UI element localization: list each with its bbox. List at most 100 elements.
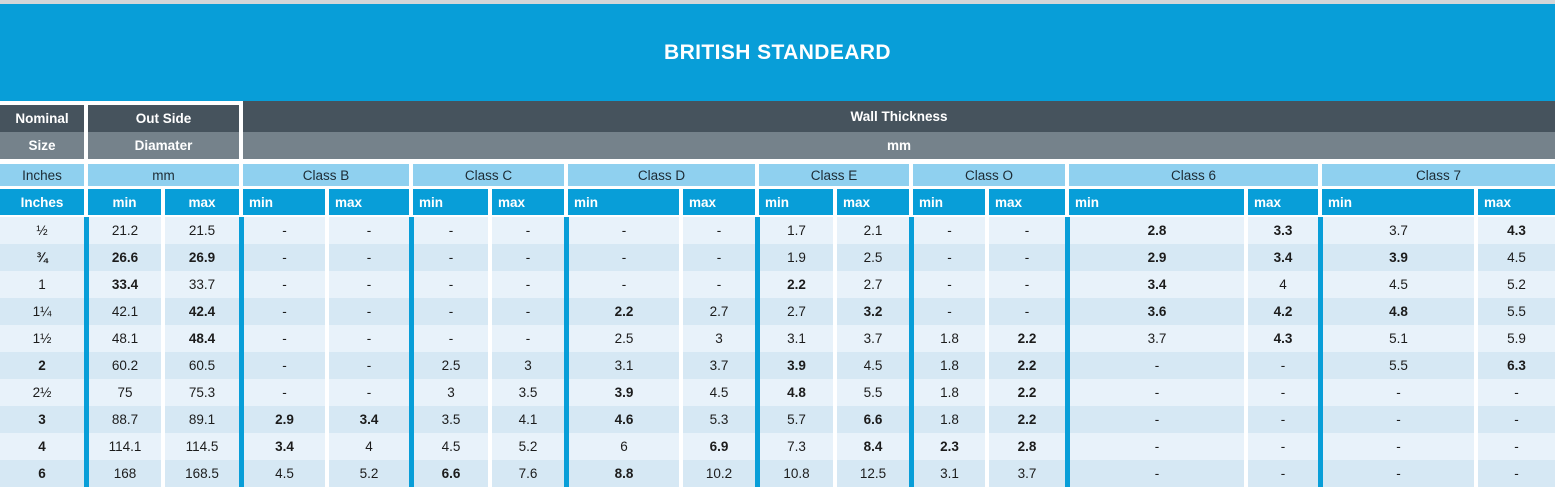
table-cell: 21.5 [161,217,239,244]
table-cell: 7.6 [488,460,564,487]
header-nominal: Nominal [0,101,84,132]
table-cell: 3.1 [909,460,985,487]
table-cell: - [985,244,1065,271]
header-max-label: max [679,189,755,215]
header-group-row-2: Size Diamater mm [0,132,1555,159]
table-cell: - [1244,352,1318,379]
table-cell: - [564,244,679,271]
table-cell: - [1474,379,1555,406]
table-cell: 3 [409,379,488,406]
row-size-cell: ¾ [0,244,84,271]
row-size-cell: ½ [0,217,84,244]
table-cell: - [679,217,755,244]
table-cell: - [985,298,1065,325]
table-cell: - [1244,460,1318,487]
table-cell: 26.9 [161,244,239,271]
table-cell: - [488,217,564,244]
row-size-cell: 6 [0,460,84,487]
table-cell: 60.2 [84,352,161,379]
table-cell: 6 [564,433,679,460]
table-cell: 48.4 [161,325,239,352]
header-max-label: max [161,189,239,215]
header-min-label: min [1065,189,1244,215]
table-cell: 2.9 [1065,244,1244,271]
table-row: ½ 21.2 21.5- - - - - -1.7 2.1- -2.8 3.3 3.7 4.3 [0,217,1555,244]
table-cell: 3.2 [833,298,909,325]
table-row: 1¼ 42.1 42.4- - - -2.2 2.7 2.7 3.2- -3.6 4.2 4.8 5.5 [0,298,1555,325]
table-cell: 89.1 [161,406,239,433]
table-cell: 1.8 [909,406,985,433]
table-cell: - [1244,379,1318,406]
table-cell: 2.2 [985,379,1065,406]
top-strip [0,0,1555,4]
title-bar: BRITISH STANDEARD [0,4,1555,101]
table-cell: - [1318,379,1474,406]
table-cell: 4.1 [488,406,564,433]
table-cell: 4.5 [833,352,909,379]
table-cell: 33.4 [84,271,161,298]
table-cell: 6.3 [1474,352,1555,379]
table-cell: - [564,271,679,298]
table-cell: - [239,217,325,244]
header-class-d: Class D [564,164,755,186]
table-cell: 1.8 [909,352,985,379]
table-cell: 168.5 [161,460,239,487]
table-cell: 12.5 [833,460,909,487]
table-cell: 5.2 [1474,271,1555,298]
table-cell: 2.2 [755,271,833,298]
table-cell: 5.9 [1474,325,1555,352]
header-inches-unit: Inches [0,164,84,186]
table-row: 2 60.2 60.5- -2.5 3 3.1 3.7 3.9 4.5 1.8 2.2- -5.5 6.… [0,352,1555,379]
row-size-cell: 4 [0,433,84,460]
table-cell: 6.6 [409,460,488,487]
table-cell: - [488,271,564,298]
table-cell: 1.9 [755,244,833,271]
table-cell: 3.7 [833,325,909,352]
table-cell: - [1065,406,1244,433]
table-cell: 2.2 [985,406,1065,433]
table-cell: - [1318,406,1474,433]
table-cell: 48.1 [84,325,161,352]
table-cell: 4.2 [1244,298,1318,325]
table-cell: 2.5 [409,352,488,379]
header-outside: Out Side [84,101,239,132]
table-cell: 3.9 [1318,244,1474,271]
table-cell: 3.7 [1065,325,1244,352]
table-cell: 1.7 [755,217,833,244]
table-cell: 3.9 [564,379,679,406]
header-min-label: min [909,189,985,215]
table-cell: 4.6 [564,406,679,433]
table-cell: 4.5 [409,433,488,460]
header-max-label: max [325,189,409,215]
table-cell: 2.7 [755,298,833,325]
table-cell: 5.5 [833,379,909,406]
table-cell: - [409,325,488,352]
table-cell: 5.5 [1474,298,1555,325]
row-size-cell: 2½ [0,379,84,406]
table-cell: 2.5 [564,325,679,352]
header-diamater: Diamater [84,132,239,159]
header-min-label: min [755,189,833,215]
table-cell: - [985,271,1065,298]
header-max-label: max [488,189,564,215]
header-class-b: Class B [239,164,409,186]
page-title: BRITISH STANDEARD [664,40,891,64]
table-cell: 3.9 [755,352,833,379]
table-cell: - [325,271,409,298]
table-cell: 60.5 [161,352,239,379]
table-cell: 26.6 [84,244,161,271]
table-cell: - [1474,433,1555,460]
table-cell: 4.5 [679,379,755,406]
table-cell: - [1065,433,1244,460]
table-cell: - [325,352,409,379]
table-cell: 3.4 [1244,244,1318,271]
table-cell: 5.2 [325,460,409,487]
header-class-6: Class 6 [1065,164,1318,186]
header-class-7: Class 7 [1318,164,1555,186]
table-cell: - [1318,460,1474,487]
table-cell: 114.5 [161,433,239,460]
table-cell: - [409,244,488,271]
header-max-label: max [833,189,909,215]
header-min-label: min [239,189,325,215]
table-row: 6 168 168.5 4.5 5.2 6.6 7.6 8.8 10.2 10.8 12.5 3.1 3… [0,460,1555,487]
